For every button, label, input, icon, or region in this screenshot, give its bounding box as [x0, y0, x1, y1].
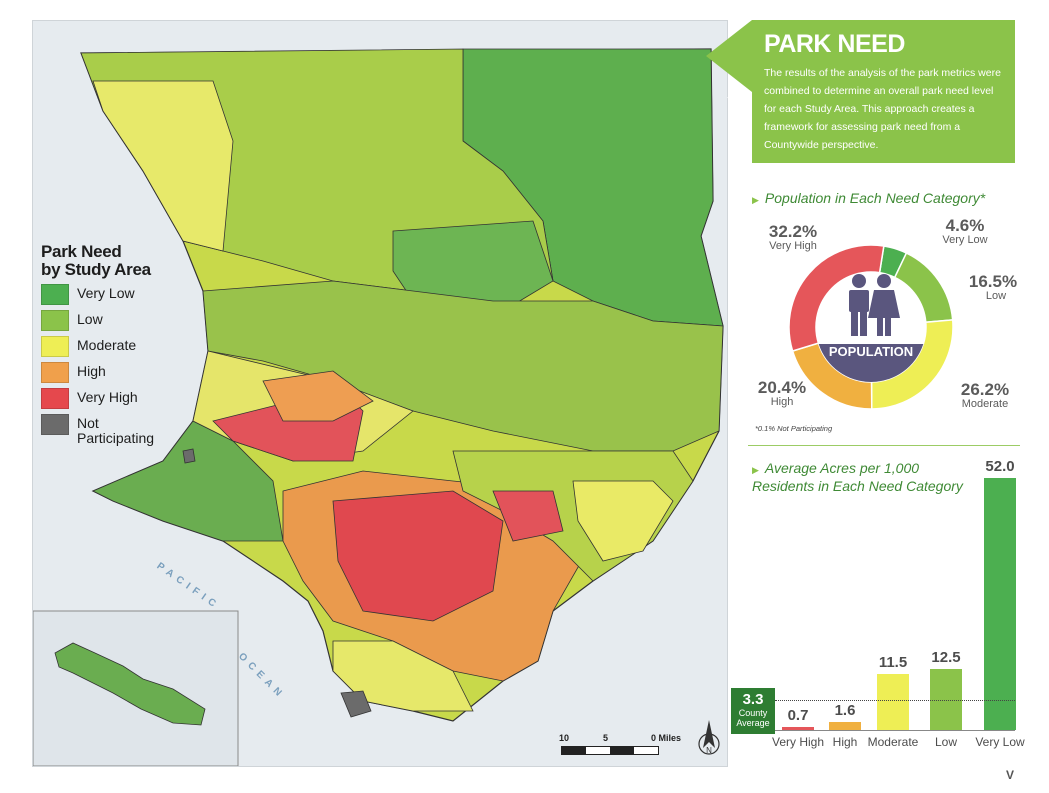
donut-center-band — [818, 344, 924, 382]
scale-bar-graphic — [561, 746, 659, 755]
county-average-label: County Average — [736, 708, 770, 728]
region-moderate-south — [332, 640, 474, 712]
bar-value-label: 12.5 — [931, 649, 961, 667]
legend-swatch — [41, 414, 69, 435]
pct-low: 16.5% — [968, 272, 1018, 291]
north-arrow-icon: N — [698, 720, 720, 755]
acres-heading: ▶ Average Acres per 1,000 Residents in Ea… — [752, 460, 977, 494]
pct-very-low: 4.6% — [945, 216, 985, 235]
bar-value-label: 0.7 — [787, 706, 809, 724]
callout-pointer — [706, 20, 752, 92]
county-average-line — [775, 700, 1015, 701]
legend-item: High — [41, 362, 201, 383]
legend-title: Park Need by Study Area — [41, 242, 151, 279]
region-very-high-east — [492, 490, 564, 542]
park-need-callout: PARK NEED The results of the analysis of… — [752, 20, 1015, 163]
legend-swatch — [41, 336, 69, 357]
bar-category-label: High — [832, 735, 858, 749]
bar-category-label: Very Low — [975, 735, 1025, 749]
bar-category-label: Very High — [771, 735, 825, 749]
pct-label-low: Low — [985, 290, 1007, 302]
acres-heading-text: Average Acres per 1,000 Residents in Eac… — [752, 460, 963, 494]
population-heading-text: Population in Each Need Category* — [764, 190, 986, 206]
north-label: N — [706, 746, 712, 755]
region-not-participating-2 — [182, 448, 196, 464]
callout-title: PARK NEED — [764, 30, 905, 58]
pct-label-very-low: Very Low — [942, 234, 988, 246]
bar-value-label: 1.6 — [834, 702, 856, 720]
legend-label: High — [77, 363, 106, 379]
population-heading: ▶ Population in Each Need Category* — [752, 190, 1027, 208]
bar-category-label: Moderate — [867, 735, 919, 749]
scale-tick-0-miles: 0 Miles — [651, 733, 682, 743]
pct-label-high: High — [770, 396, 794, 408]
legend-item: Not Participating — [41, 414, 201, 446]
donut-slice-very-high — [788, 244, 885, 352]
pct-moderate: 26.2% — [960, 380, 1010, 399]
county-map-graphic — [33, 21, 727, 766]
chart-baseline — [775, 730, 1015, 731]
county-average-value: 3.3 — [742, 691, 764, 708]
bar-high — [829, 722, 861, 730]
region-moderate-nw — [92, 80, 234, 252]
legend-swatch — [41, 310, 69, 331]
legend-label: Very Low — [77, 285, 135, 301]
legend-list: Very Low Low Moderate High Very High Not Part… — [41, 284, 201, 446]
scale-bar: 10 5 0 Miles — [559, 733, 681, 757]
bar-very-low — [984, 478, 1016, 730]
arrow-left-icon: ← — [722, 78, 748, 108]
region-very-high-basin — [332, 490, 504, 622]
region-high-valley — [262, 370, 374, 422]
bar-very-high — [782, 726, 814, 730]
legend-label: Very High — [77, 389, 138, 405]
bar-category-label: Low — [934, 735, 957, 749]
pct-very-high: 32.2% — [768, 222, 818, 241]
scale-tick-5: 5 — [603, 733, 609, 743]
scale-tick-10: 10 — [559, 733, 570, 743]
legend-label: Moderate — [77, 337, 137, 353]
legend-item: Low — [41, 310, 201, 331]
region-moderate-east — [572, 480, 674, 562]
legend-swatch — [41, 362, 69, 383]
population-donut-chart — [788, 244, 954, 410]
legend-item: Very High — [41, 388, 201, 409]
legend-label: Not Participating — [77, 415, 155, 446]
region-very-low-west — [92, 420, 284, 542]
page-number: V — [1006, 768, 1015, 782]
people-icon — [849, 274, 900, 336]
park-need-map: PACIFIC OCEAN Park Need by Study Area Ve… — [32, 20, 728, 767]
legend-swatch — [41, 388, 69, 409]
bar-value-label: 52.0 — [985, 458, 1015, 475]
callout-body: The results of the analysis of the park … — [764, 67, 1001, 151]
legend-item: Moderate — [41, 336, 201, 357]
section-divider — [748, 445, 1020, 446]
county-average-badge: 3.3 County Average — [731, 688, 775, 734]
catalina-island — [54, 642, 206, 726]
donut-center-label: POPULATION — [828, 344, 914, 359]
legend-label: Low — [77, 311, 103, 327]
bar-value-label: 11.5 — [878, 654, 908, 672]
triangle-bullet-icon: ▶ — [752, 195, 759, 205]
pct-label-very-high: Very High — [769, 240, 817, 252]
bar-low — [930, 669, 962, 730]
triangle-bullet-icon: ▶ — [752, 465, 759, 475]
not-participating-note: *0.1% Not Participating — [755, 424, 833, 433]
map-legend: Park Need by Study Area Very Low Low Moder… — [41, 243, 201, 446]
legend-swatch — [41, 284, 69, 305]
legend-item: Very Low — [41, 284, 201, 305]
pct-high: 20.4% — [757, 378, 807, 397]
region-not-participating-1 — [340, 690, 372, 718]
pct-label-moderate: Moderate — [961, 398, 1009, 410]
bar-moderate — [877, 674, 909, 730]
